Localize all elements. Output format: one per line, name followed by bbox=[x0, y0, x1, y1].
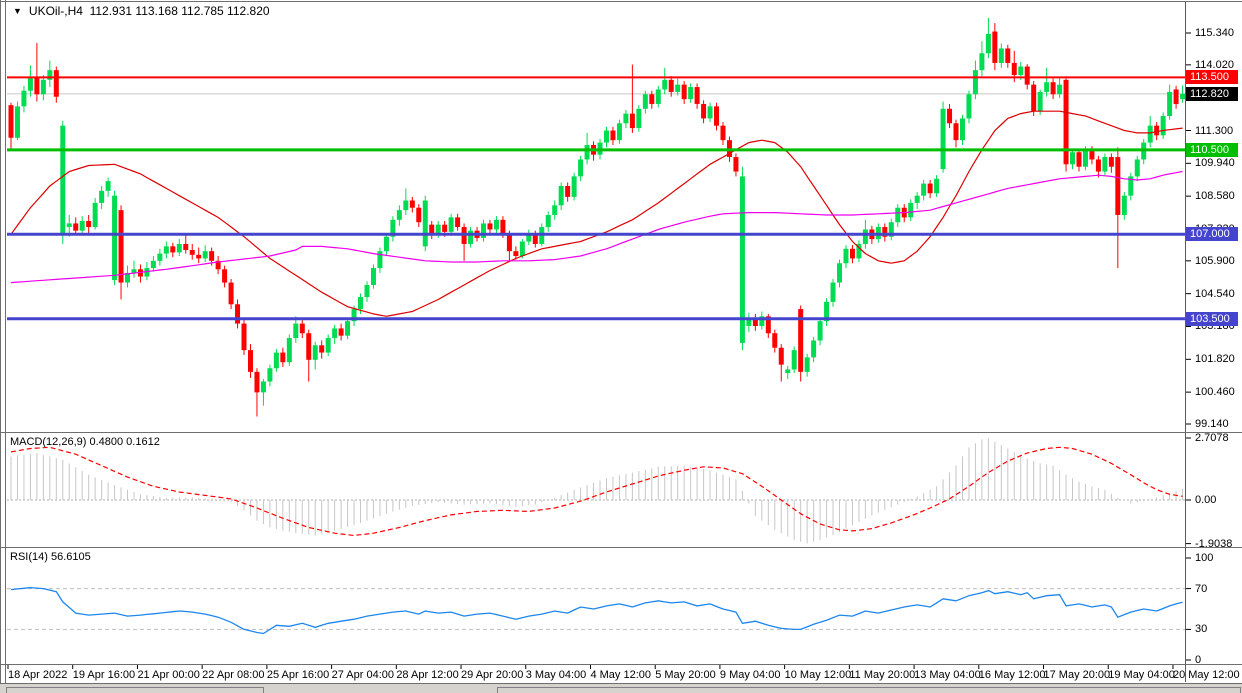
time-axis-label: 28 Apr 12:00 bbox=[396, 669, 459, 681]
price-axis-label: 99.140 bbox=[1195, 417, 1229, 430]
time-axis-label: 18 Apr 2022 bbox=[8, 669, 68, 681]
price-axis-label: 109.940 bbox=[1195, 157, 1235, 170]
price-axis-label: 114.020 bbox=[1195, 58, 1234, 71]
time-axis-label: 9 May 04:00 bbox=[719, 669, 781, 681]
price-badge: 103.500 bbox=[1186, 311, 1238, 326]
time-axis-label: 11 May 20:00 bbox=[849, 669, 916, 681]
macd-axis-label: 0.00 bbox=[1195, 494, 1217, 506]
price-axis-separator bbox=[1185, 2, 1186, 682]
rsi-panel-separator[interactable] bbox=[0, 547, 1242, 548]
window-border-top bbox=[0, 1, 1242, 2]
time-axis-separator bbox=[0, 664, 1242, 665]
time-axis-label: 22 Apr 08:00 bbox=[202, 669, 265, 681]
window-border-left-outer bbox=[0, 0, 1, 693]
time-axis-label: 21 Apr 00:00 bbox=[137, 669, 200, 681]
time-axis-label: 3 May 04:00 bbox=[525, 669, 587, 681]
time-axis-label: 20 May 12:00 bbox=[1172, 669, 1240, 681]
time-axis-label: 19 May 04:00 bbox=[1108, 669, 1175, 681]
price-axis-label: 105.900 bbox=[1195, 254, 1235, 267]
time-axis-label: 25 Apr 16:00 bbox=[266, 669, 330, 681]
price-axis-label: 100.460 bbox=[1195, 386, 1235, 399]
bottom-tab-strip bbox=[0, 683, 1242, 693]
time-axis-label: 17 May 20:00 bbox=[1043, 669, 1111, 681]
chart-title-row: ▼ UKOil-,H4 112.931 113.168 112.785 112.… bbox=[13, 4, 270, 18]
symbol-dropdown-icon[interactable]: ▼ bbox=[13, 6, 22, 16]
price-badge: 107.000 bbox=[1186, 227, 1238, 242]
time-axis-label: 19 Apr 16:00 bbox=[72, 669, 136, 681]
price-badge: 113.500 bbox=[1186, 70, 1238, 85]
macd-panel-separator[interactable] bbox=[0, 432, 1242, 433]
macd-label: MACD(12,26,9) 0.4800 0.1612 bbox=[10, 436, 160, 448]
rsi-axis-label: 70 bbox=[1195, 582, 1208, 595]
macd-axis-label: -1.9038 bbox=[1195, 537, 1233, 550]
time-axis-label: 13 May 04:00 bbox=[914, 669, 981, 681]
time-axis-label: 16 May 12:00 bbox=[978, 669, 1046, 681]
price-axis-label: 104.540 bbox=[1195, 287, 1235, 300]
rsi-label: RSI(14) 56.6105 bbox=[10, 551, 91, 563]
price-axis-label: 115.340 bbox=[1195, 27, 1234, 39]
window-border-left-inner bbox=[5, 0, 6, 693]
time-axis-label: 10 May 12:00 bbox=[784, 669, 852, 681]
price-axis-label: 108.580 bbox=[1195, 190, 1235, 203]
chart-tab-2[interactable] bbox=[497, 687, 1241, 693]
time-axis-label: 29 Apr 20:00 bbox=[461, 669, 524, 681]
chart-tab-1[interactable] bbox=[6, 687, 264, 693]
macd-axis-label: 2.7078 bbox=[1195, 431, 1229, 444]
price-badge: 112.820 bbox=[1186, 86, 1238, 101]
time-axis-label: 5 May 20:00 bbox=[655, 669, 716, 681]
chart-title: UKOil-,H4 112.931 113.168 112.785 112.82… bbox=[28, 4, 270, 18]
time-axis-label: 4 May 12:00 bbox=[590, 669, 652, 681]
rsi-axis-label: 30 bbox=[1195, 623, 1208, 636]
rsi-axis-label: 100 bbox=[1195, 552, 1214, 564]
price-axis-label: 111.300 bbox=[1195, 124, 1234, 137]
rsi-axis-label: 0 bbox=[1195, 654, 1202, 666]
price-axis-label: 101.820 bbox=[1195, 353, 1235, 366]
time-axis-label: 27 Apr 04:00 bbox=[331, 669, 394, 681]
price-badge: 110.500 bbox=[1186, 142, 1238, 157]
